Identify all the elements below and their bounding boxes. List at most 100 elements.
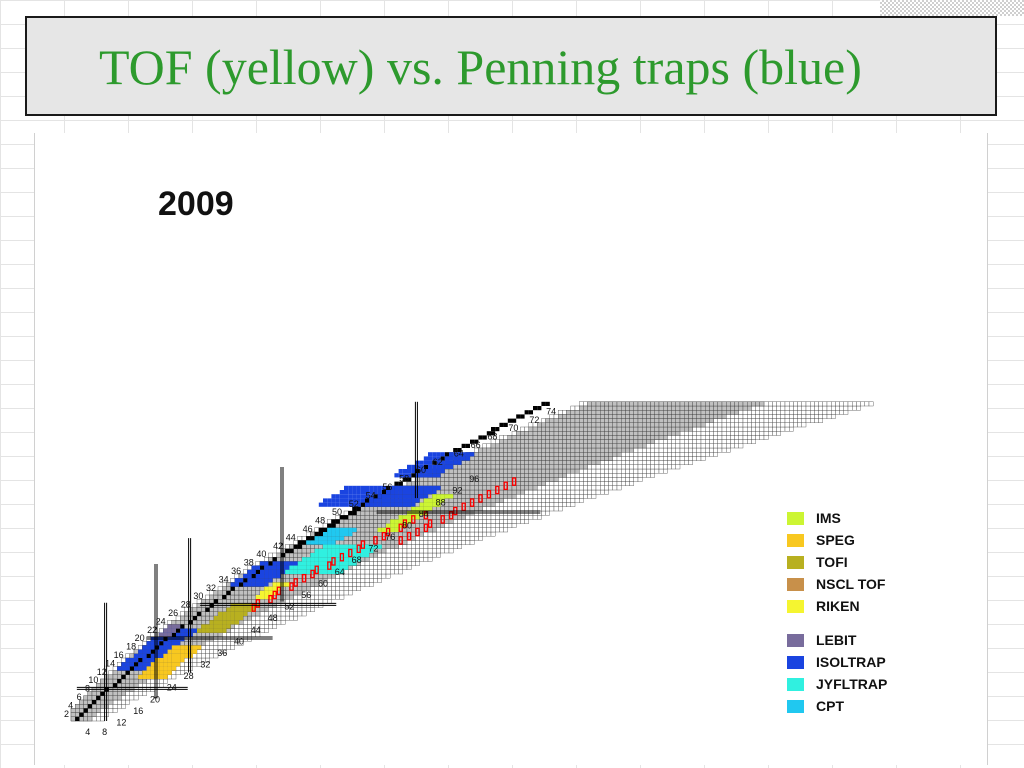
grid-cell <box>356 573 361 579</box>
grid-cell <box>688 431 693 436</box>
known-cell <box>234 586 240 591</box>
known-cell <box>352 540 357 545</box>
known-cell <box>503 452 508 457</box>
known-cell <box>604 414 609 419</box>
known-cell <box>528 452 534 457</box>
grid-cell <box>696 456 702 461</box>
grid-cell <box>91 716 97 722</box>
known-cell <box>507 477 513 482</box>
known-cell <box>448 498 454 503</box>
stable-cell <box>453 448 458 453</box>
known-cell <box>604 426 609 432</box>
grid-cell <box>331 590 336 596</box>
grid-cell <box>675 452 681 457</box>
known-cell <box>616 426 622 432</box>
grid-cell <box>654 439 660 444</box>
known-cell <box>364 506 370 512</box>
grid-cell <box>524 426 529 432</box>
known-cell <box>444 489 450 495</box>
known-cell <box>663 431 668 436</box>
grid-cell <box>688 456 693 461</box>
grid-cell <box>558 502 563 507</box>
known-cell <box>448 519 454 524</box>
known-cell <box>734 401 739 407</box>
known-cell <box>612 401 618 407</box>
grid-cell <box>490 531 496 537</box>
grid-cell <box>633 464 639 470</box>
known-cell <box>112 678 118 684</box>
known-cell <box>642 426 647 432</box>
known-cell <box>604 456 609 461</box>
grid-cell <box>675 435 681 440</box>
grid-cell <box>663 447 668 453</box>
grid-cell <box>528 494 534 499</box>
known-cell <box>553 443 559 449</box>
known-cell <box>87 708 93 713</box>
grid-cell <box>356 582 361 587</box>
grid-cell <box>616 468 622 474</box>
known-cell <box>507 468 513 474</box>
known-cell <box>520 489 525 495</box>
grid-cell <box>423 544 429 549</box>
known-cell <box>259 599 265 604</box>
known-cell <box>574 452 580 457</box>
known-cell <box>537 460 542 465</box>
known-cell <box>574 435 580 440</box>
grid-cell <box>96 712 101 717</box>
grid-cell <box>398 557 403 562</box>
known-cell <box>671 422 676 428</box>
known-cell <box>642 443 647 449</box>
stable-cell <box>117 679 122 684</box>
grid-cell <box>352 582 357 587</box>
known-cell <box>507 439 513 444</box>
grid-cell <box>700 456 706 461</box>
grid-cell <box>516 498 521 503</box>
grid-cell <box>646 460 651 465</box>
known-cell <box>469 489 475 495</box>
known-cell <box>108 691 114 696</box>
known-cell <box>625 443 630 449</box>
grid-cell <box>633 460 639 465</box>
grid-cell <box>751 418 756 423</box>
known-cell <box>96 704 101 709</box>
grid-cell <box>780 414 786 419</box>
stable-cell <box>470 439 475 444</box>
grid-cell <box>713 439 718 444</box>
known-cell <box>562 468 567 474</box>
grid-cell <box>289 615 294 621</box>
grid-cell <box>385 573 391 579</box>
grid-cell <box>297 536 303 541</box>
grid-cell <box>255 561 261 566</box>
grid-cell <box>696 435 702 440</box>
measured-cell <box>129 658 134 663</box>
known-cell <box>520 435 525 440</box>
known-cell <box>658 431 664 436</box>
known-cell <box>230 594 235 600</box>
known-cell <box>83 716 88 722</box>
grid-cell <box>474 531 479 537</box>
known-cell <box>579 435 584 440</box>
known-cell <box>465 498 471 503</box>
grid-cell <box>537 498 542 503</box>
grid-cell <box>805 418 811 423</box>
known-cell <box>402 506 408 512</box>
grid-cell <box>818 405 823 411</box>
grid-cell <box>780 418 786 423</box>
grid-cell <box>558 498 563 503</box>
known-cell <box>562 447 567 453</box>
known-cell <box>642 422 647 428</box>
known-cell <box>415 523 420 528</box>
stable-cell <box>348 511 353 516</box>
grid-cell <box>272 624 277 629</box>
grid-cell <box>692 443 697 449</box>
grid-cell <box>768 401 773 407</box>
grid-cell <box>411 544 416 549</box>
stable-cell <box>398 481 403 486</box>
known-cell <box>91 691 97 696</box>
grid-cell <box>738 410 744 415</box>
known-cell <box>301 582 307 587</box>
known-cell <box>537 447 542 453</box>
grid-cell <box>831 405 836 411</box>
grid-cell <box>742 414 748 419</box>
known-cell <box>226 599 231 604</box>
